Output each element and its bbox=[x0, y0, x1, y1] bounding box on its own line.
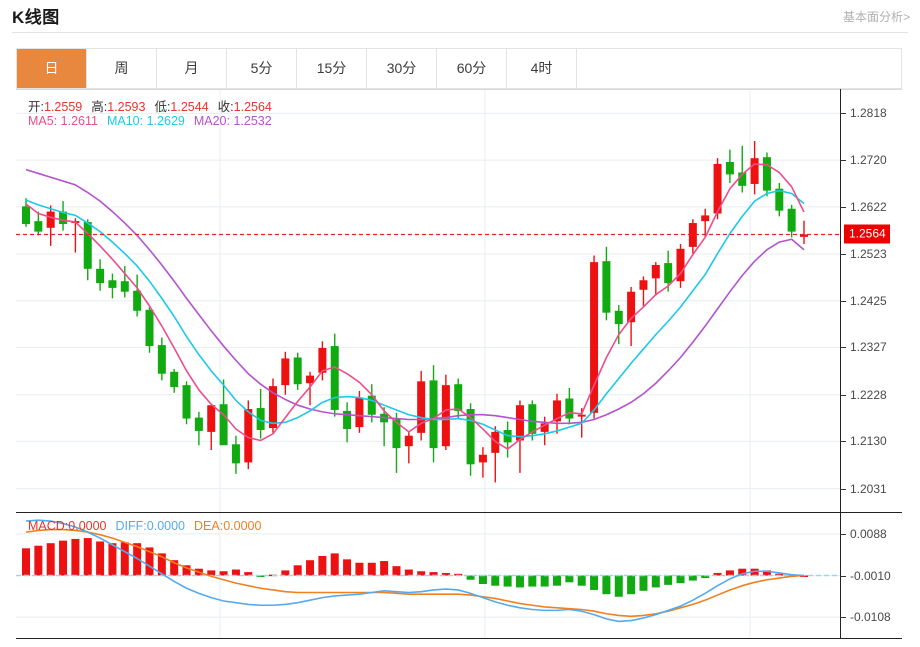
macd-plot[interactable] bbox=[16, 513, 840, 638]
tabbar-filler bbox=[577, 49, 901, 88]
price-tick-6: 1.2327 bbox=[850, 340, 887, 355]
price-tick-9-tick bbox=[840, 488, 846, 490]
price-tick-3: 1.2564 bbox=[844, 224, 890, 244]
price-tick-8: 1.2130 bbox=[850, 434, 887, 449]
price-tick-1-tick bbox=[840, 160, 846, 162]
tab-3[interactable]: 5分 bbox=[227, 49, 297, 88]
price-tick-4-tick bbox=[840, 254, 846, 256]
price-tick-2: 1.2622 bbox=[850, 199, 887, 214]
price-tick-2-tick bbox=[840, 206, 846, 208]
tab-4[interactable]: 15分 bbox=[297, 49, 367, 88]
macd-tick-0-tick bbox=[840, 533, 846, 535]
tab-0[interactable]: 日 bbox=[17, 49, 87, 88]
chart-container: 开:1.2559 高:1.2593 低:1.2544 收:1.2564 MA5: 1.… bbox=[16, 89, 902, 639]
price-tick-1: 1.2720 bbox=[850, 153, 887, 168]
macd-tick-2-tick bbox=[840, 617, 846, 619]
price-tick-5-tick bbox=[840, 300, 846, 302]
timeframe-tabbar: 日周月 5分 15分 30分 60分 4时 bbox=[16, 48, 902, 89]
macd-tick-0: 0.0088 bbox=[850, 526, 887, 541]
macd-tick-1: -0.0010 bbox=[850, 568, 891, 583]
tab-6[interactable]: 60分 bbox=[437, 49, 507, 88]
tab-2[interactable]: 月 bbox=[157, 49, 227, 88]
tab-1[interactable]: 周 bbox=[87, 49, 157, 88]
price-tick-7: 1.2228 bbox=[850, 387, 887, 402]
price-tick-5: 1.2425 bbox=[850, 293, 887, 308]
tab-7[interactable]: 4时 bbox=[507, 49, 577, 88]
price-tick-8-tick bbox=[840, 441, 846, 443]
price-tick-6-tick bbox=[840, 347, 846, 349]
page-header: K线图 基本面分析> bbox=[0, 0, 920, 33]
page-title: K线图 bbox=[12, 8, 60, 27]
price-tick-0-tick bbox=[840, 113, 846, 115]
header-divider bbox=[12, 32, 908, 33]
y-axis-line bbox=[840, 89, 841, 639]
price-tick-0: 1.2818 bbox=[850, 106, 887, 121]
price-panel: 开:1.2559 高:1.2593 低:1.2544 收:1.2564 MA5: 1.… bbox=[16, 89, 902, 513]
macd-tick-2: -0.0108 bbox=[850, 610, 891, 625]
fundamental-analysis-link[interactable]: 基本面分析> bbox=[842, 10, 910, 24]
macd-tick-1-tick bbox=[840, 575, 846, 577]
price-tick-7-tick bbox=[840, 394, 846, 396]
macd-panel: MACD:0.0000 DIFF:0.0000 DEA:0.0000 bbox=[16, 513, 902, 639]
price-tick-4: 1.2523 bbox=[850, 247, 887, 262]
price-tick-9: 1.2031 bbox=[850, 481, 887, 496]
candlestick-plot[interactable] bbox=[16, 90, 840, 512]
tab-5[interactable]: 30分 bbox=[367, 49, 437, 88]
